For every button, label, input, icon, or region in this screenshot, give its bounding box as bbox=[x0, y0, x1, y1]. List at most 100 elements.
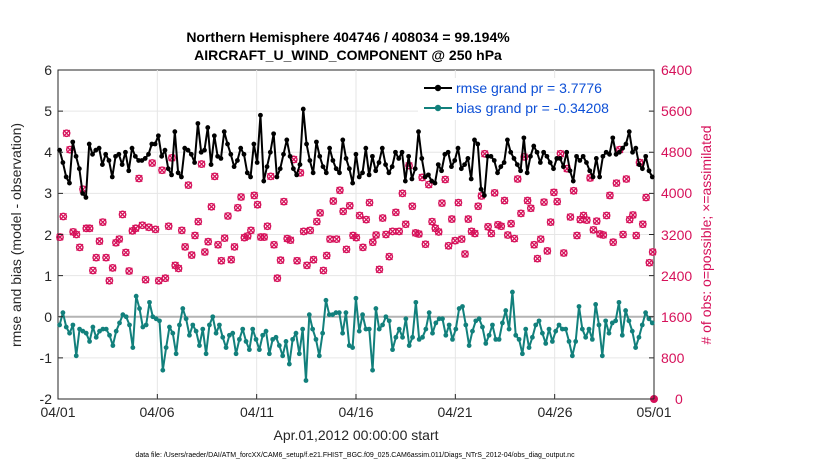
bias-point bbox=[143, 322, 149, 328]
rmse-point bbox=[399, 149, 405, 155]
obs-point bbox=[530, 240, 539, 249]
bias-point bbox=[420, 334, 425, 340]
rmse-point bbox=[478, 186, 484, 192]
bias-point bbox=[503, 308, 509, 313]
rmse-point bbox=[126, 168, 132, 174]
bias-point bbox=[333, 310, 339, 316]
bias-point bbox=[200, 326, 206, 332]
bias-point bbox=[276, 343, 282, 348]
obs-point bbox=[569, 186, 578, 195]
bias-point bbox=[363, 326, 369, 332]
obs-point bbox=[286, 236, 295, 245]
rmse-point bbox=[567, 168, 573, 174]
rmse-point bbox=[646, 168, 652, 174]
bias-point bbox=[606, 330, 612, 336]
y-tick-label: -2 bbox=[40, 391, 53, 407]
obs-point bbox=[457, 235, 466, 244]
rmse-point bbox=[169, 172, 174, 178]
rmse-point bbox=[379, 145, 385, 151]
chart-subtitle: AIRCRAFT_U_WIND_COMPONENT @ 250 hPa bbox=[194, 47, 502, 63]
obs-point bbox=[306, 226, 315, 235]
bias-point bbox=[190, 322, 196, 328]
obs-point bbox=[293, 256, 301, 265]
rmse-point bbox=[132, 153, 138, 159]
rmse-point bbox=[320, 164, 326, 170]
obs-point bbox=[526, 204, 535, 213]
rmse-point bbox=[580, 153, 586, 159]
obs-point bbox=[434, 228, 443, 236]
bias-point bbox=[323, 297, 329, 303]
obs-point bbox=[177, 226, 186, 235]
bias-point bbox=[73, 353, 79, 359]
rmse-point bbox=[208, 162, 214, 167]
obs-point bbox=[540, 198, 548, 207]
rmse-point bbox=[356, 174, 362, 180]
rmse-point bbox=[584, 160, 589, 165]
rmse-point bbox=[317, 153, 323, 159]
rmse-point bbox=[590, 174, 596, 180]
obs-point bbox=[144, 223, 153, 232]
bias-point bbox=[536, 318, 542, 324]
obs-point bbox=[642, 193, 651, 202]
bias-point bbox=[273, 334, 279, 340]
bias-point bbox=[453, 326, 459, 332]
obs-point bbox=[266, 172, 275, 181]
obs-point bbox=[85, 224, 94, 233]
rmse-point bbox=[498, 164, 504, 170]
obs-point bbox=[273, 274, 282, 283]
bias-point bbox=[476, 316, 482, 322]
obs-point bbox=[247, 226, 255, 235]
obs-point bbox=[276, 256, 285, 265]
legend-box bbox=[418, 78, 648, 120]
bias-point bbox=[70, 322, 76, 328]
obs-point bbox=[309, 255, 318, 264]
obs-point bbox=[92, 253, 101, 262]
bias-point bbox=[576, 304, 582, 309]
obs-point bbox=[382, 230, 390, 239]
obs-markers bbox=[56, 129, 658, 403]
bias-point bbox=[493, 336, 499, 342]
rmse-point bbox=[297, 162, 303, 167]
bias-point bbox=[443, 332, 449, 338]
bias-point bbox=[207, 322, 212, 328]
rmse-point bbox=[376, 160, 382, 165]
obs-point bbox=[592, 217, 601, 226]
obs-point bbox=[408, 202, 417, 211]
rmse-point bbox=[175, 170, 181, 176]
rmse-point bbox=[363, 145, 369, 151]
bias-point bbox=[93, 334, 99, 340]
obs-point bbox=[503, 231, 512, 239]
bias-point bbox=[183, 316, 189, 322]
bias-point bbox=[579, 326, 585, 332]
rmse-point bbox=[179, 174, 184, 180]
rmse-point bbox=[508, 149, 514, 155]
rmse-point bbox=[547, 160, 553, 165]
rmse-point bbox=[172, 129, 178, 135]
legend-bias-marker bbox=[434, 104, 442, 112]
y2-tick-label: 0 bbox=[675, 391, 683, 407]
rmse-point bbox=[149, 141, 155, 147]
obs-point bbox=[487, 229, 496, 238]
rmse-point bbox=[412, 166, 418, 172]
bias-point bbox=[430, 330, 435, 336]
rmse-point bbox=[254, 160, 260, 165]
obs-point bbox=[510, 234, 519, 243]
bias-point bbox=[170, 330, 176, 336]
y-tick-label: 3 bbox=[44, 185, 52, 201]
rmse-series bbox=[57, 106, 655, 200]
y-tick-labels: -2 -1 0 1 2 3 4 5 6 bbox=[40, 62, 53, 407]
y-tick-label: 1 bbox=[44, 268, 52, 284]
y-axis-label: rmse and bias (model - observation) bbox=[8, 123, 24, 347]
obs-point bbox=[161, 274, 170, 283]
obs-point bbox=[372, 231, 380, 239]
obs-point bbox=[224, 212, 232, 220]
rmse-point bbox=[90, 151, 95, 157]
rmse-point bbox=[60, 160, 66, 165]
rmse-point bbox=[419, 156, 425, 161]
obs-point bbox=[200, 248, 209, 256]
obs-point bbox=[151, 225, 160, 234]
obs-point bbox=[543, 247, 552, 255]
bias-point bbox=[516, 336, 522, 342]
bias-point bbox=[193, 328, 199, 334]
